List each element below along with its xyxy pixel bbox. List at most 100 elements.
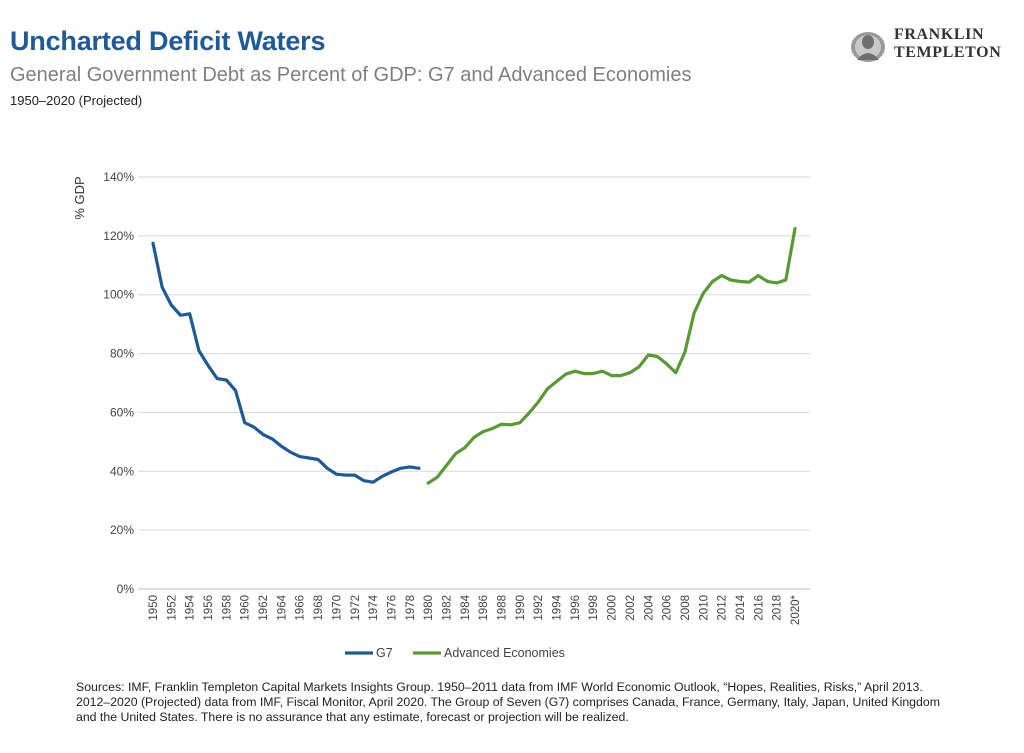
data-point (692, 311, 696, 315)
data-point (417, 467, 421, 470)
data-point (445, 464, 448, 467)
chart-subtitle: General Government Debt as Percent of GD… (10, 64, 692, 86)
x-tick-label: 2014 (735, 594, 747, 620)
y-tick-label: 20% (110, 523, 134, 537)
x-tick-label: 2020* (790, 594, 802, 625)
data-point (619, 374, 622, 377)
x-tick-label: 1960 (240, 595, 252, 621)
x-tick-label: 1998 (588, 595, 600, 621)
x-tick-label: 1994 (552, 594, 564, 620)
legend: G7 Advanced Economies (345, 646, 565, 660)
data-point (326, 467, 329, 470)
data-point (509, 423, 512, 426)
data-point (582, 372, 586, 375)
x-tick-label: 2002 (625, 595, 637, 621)
x-tick-label: 1982 (441, 595, 453, 621)
x-tick-label: 2018 (772, 595, 784, 621)
data-point (729, 278, 732, 282)
x-tick-label: 2006 (662, 595, 674, 621)
date-range-label: 1950–2020 (Projected) (10, 93, 143, 108)
legend-label: Advanced Economies (444, 646, 565, 660)
data-point (390, 470, 393, 474)
x-tick-label: 2016 (753, 595, 765, 621)
data-point (161, 286, 164, 289)
data-point (197, 349, 201, 352)
x-axis-ticks: 1950 1952 1954 1956 1958 1960 1962 1964 1966 1968… (148, 594, 802, 625)
data-point (289, 451, 292, 454)
data-point (738, 280, 742, 283)
data-point (683, 350, 687, 354)
x-tick-label: 2012 (717, 595, 729, 621)
data-point (206, 364, 210, 367)
data-point (381, 475, 384, 478)
data-point (344, 473, 347, 477)
data-point (436, 476, 439, 479)
y-axis-ticks: 0% 20% 40% 60% 80% 100% 120% 140% (103, 170, 134, 596)
data-point (665, 362, 668, 366)
y-tick-label: 140% (103, 170, 134, 184)
x-tick-label: 1972 (350, 595, 362, 621)
data-point (225, 378, 228, 382)
data-point (784, 278, 787, 282)
data-point (747, 280, 751, 284)
series-lines (151, 226, 797, 485)
data-point (307, 456, 311, 460)
data-point (316, 458, 320, 461)
data-point (216, 377, 219, 380)
x-tick-label: 1962 (258, 595, 270, 621)
data-point (426, 481, 430, 485)
data-point (472, 436, 476, 439)
data-point (252, 425, 256, 429)
data-point (399, 467, 402, 470)
data-point (408, 465, 411, 469)
data-point (537, 400, 540, 404)
data-point (518, 421, 522, 424)
y-tick-label: 120% (103, 229, 134, 243)
data-point (500, 423, 503, 426)
x-tick-label: 1950 (148, 595, 160, 621)
data-point (775, 281, 778, 285)
y-tick-label: 0% (117, 582, 135, 596)
data-point (647, 353, 650, 357)
data-point (491, 427, 494, 430)
series-line-g7 (151, 241, 421, 484)
legend-label: G7 (376, 646, 393, 660)
data-point (362, 479, 366, 482)
data-point (271, 437, 274, 441)
data-point (170, 303, 173, 307)
franklin-templeton-logo: FRANKLIN TEMPLETON (848, 26, 1018, 66)
x-tick-label: 2000 (607, 595, 619, 621)
data-point (674, 371, 677, 374)
y-tick-label: 100% (103, 288, 134, 302)
x-tick-label: 1978 (405, 595, 417, 621)
y-tick-label: 40% (110, 464, 134, 478)
data-point (188, 312, 191, 315)
x-tick-label: 1990 (515, 595, 527, 621)
data-point (720, 274, 723, 277)
data-point (371, 481, 375, 484)
x-tick-label: 1976 (386, 595, 398, 621)
x-tick-label: 1958 (221, 595, 233, 621)
brand-wordmark: FRANKLIN TEMPLETON (894, 26, 1001, 62)
data-point (573, 370, 577, 373)
data-point (280, 445, 283, 448)
data-point (546, 387, 549, 391)
x-tick-label: 1964 (276, 594, 288, 620)
data-point (592, 372, 595, 375)
data-point (610, 374, 613, 377)
data-point (555, 380, 558, 383)
x-tick-label: 1974 (368, 594, 380, 620)
x-tick-label: 2004 (643, 594, 655, 620)
y-tick-label: 80% (110, 347, 134, 361)
x-tick-label: 2010 (698, 595, 710, 621)
x-tick-label: 1980 (423, 595, 435, 621)
sources-note: Sources: IMF, Franklin Templeton Capital… (76, 680, 940, 724)
x-tick-label: 1970 (331, 595, 343, 621)
portrait-seal-icon (851, 32, 885, 62)
data-point (234, 389, 237, 392)
data-point (601, 370, 604, 373)
data-point (261, 433, 265, 436)
series-line-advanced-economies (426, 226, 797, 485)
data-point (711, 280, 714, 283)
x-tick-label: 1996 (570, 595, 582, 621)
